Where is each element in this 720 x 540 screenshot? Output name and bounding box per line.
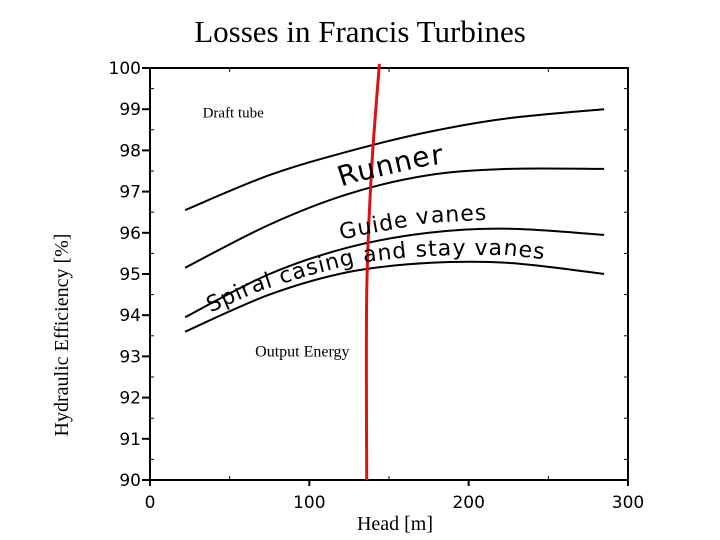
y-axis-label: Hydraulic Efficiency [%] [51,234,73,437]
y-tick-label: 90 [119,471,141,491]
x-tick-label: 300 [612,493,644,513]
x-tick-label: 200 [452,493,484,513]
label-draft-tube: Draft tube [203,105,265,121]
axes: 90 91 92 93 94 95 96 97 98 99 100 0 100 200 300 [109,59,645,513]
y-tick-label: 95 [119,265,141,285]
plot-frame [149,67,629,481]
y-tick-label: 100 [109,59,141,79]
chart-title: Losses in Francis Turbines [194,14,526,49]
y-tick-label: 93 [119,347,141,367]
series-line-draft-tube [184,108,605,212]
label-output-energy: Output Energy [255,343,349,360]
y-tick-label: 94 [119,306,141,326]
series-line-output-energy [364,63,381,481]
label-spiral-casing: Spiral casing and stay vanes [203,236,547,318]
y-tick-label: 92 [119,389,141,409]
x-tick-label: 0 [145,493,156,513]
y-tick-label: 96 [119,224,141,244]
series-line-runner [184,167,605,269]
curves [184,63,605,481]
x-tick-label: 100 [293,493,325,513]
series-line-guide-vanes [184,227,605,319]
label-runner: Runner [333,138,445,194]
series-line-spiral-casing-and-stay-vanes [184,260,605,333]
x-axis-label: Head [m] [357,513,433,535]
y-tick-label: 98 [119,141,141,161]
y-tick-label: 99 [119,100,141,120]
y-tick-label: 97 [119,183,141,203]
y-tick-label: 91 [119,430,141,450]
